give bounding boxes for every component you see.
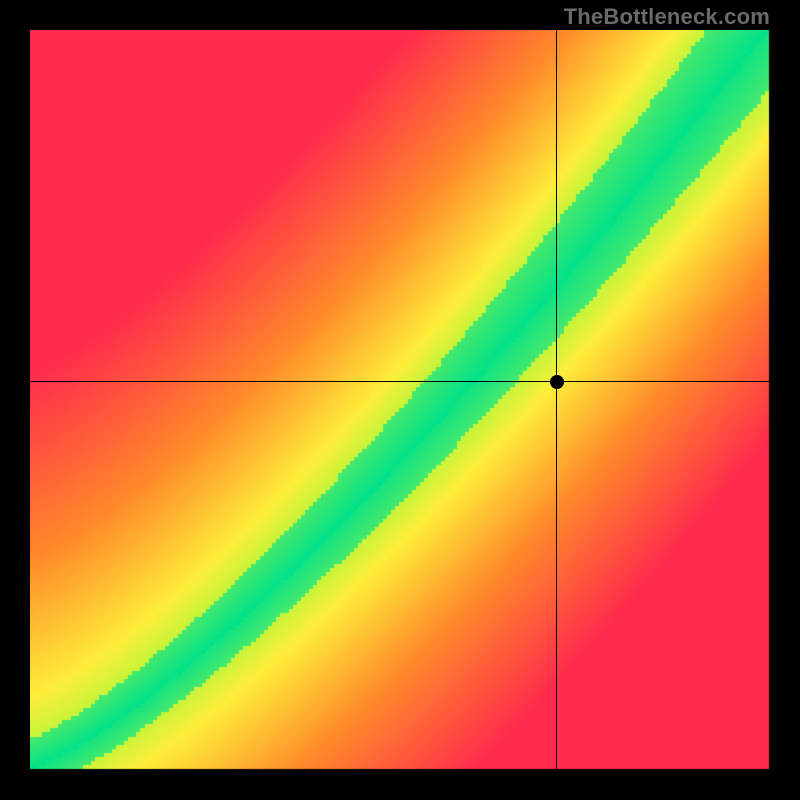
watermark-text: TheBottleneck.com: [564, 4, 770, 30]
bottleneck-heatmap: [30, 30, 770, 770]
chart-frame: TheBottleneck.com: [0, 0, 800, 800]
plot-area: [30, 30, 770, 770]
crosshair-vertical: [556, 30, 557, 770]
crosshair-horizontal: [30, 381, 770, 382]
selection-marker: [550, 375, 564, 389]
